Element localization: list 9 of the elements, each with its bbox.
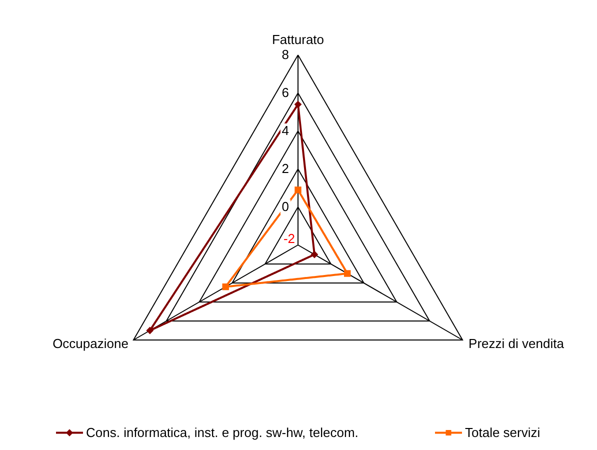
- spoke-label: Occupazione: [52, 336, 128, 351]
- legend-label: Totale servizi: [465, 424, 540, 440]
- spoke-label: Prezzi di vendita: [468, 336, 565, 351]
- spoke-label: Fatturato: [272, 32, 324, 47]
- legend-label: Cons. informatica, inst. e prog. sw-hw, telecom.: [86, 424, 358, 440]
- y-tick-label: -2: [283, 231, 295, 246]
- y-tick-label: 2: [282, 161, 289, 176]
- y-tick-label: 6: [282, 85, 289, 100]
- y-tick-label: 8: [282, 47, 289, 62]
